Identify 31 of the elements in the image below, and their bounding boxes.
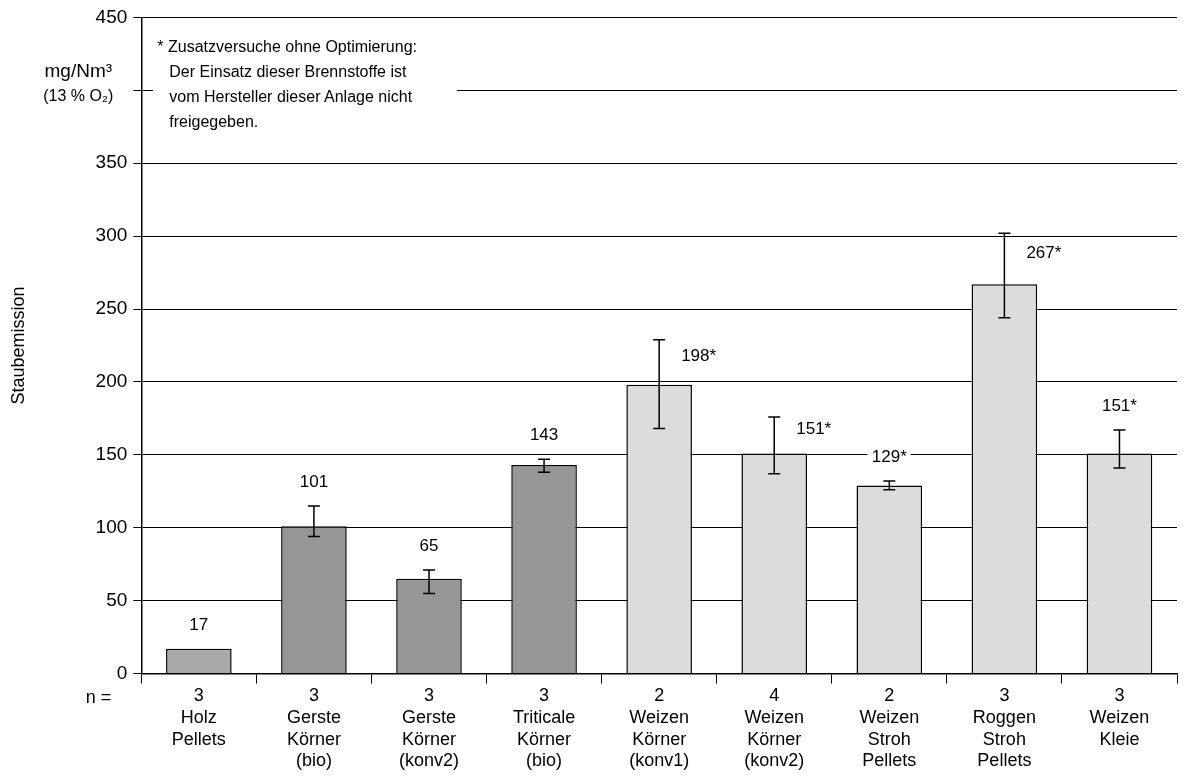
x-tick-label: 3 Roggen Stroh Pellets <box>972 685 1036 771</box>
data-label: 65 <box>415 536 443 557</box>
x-tick-label: 3 Triticale Körner (bio) <box>512 685 576 771</box>
x-tick-label: 3 Gerste Körner (konv2) <box>398 685 460 771</box>
data-label: 267* <box>1022 242 1066 263</box>
x-tick-label: 2 Weizen Stroh Pellets <box>859 685 920 771</box>
y-tick-label: 0 <box>116 661 128 683</box>
data-label: 17 <box>185 614 213 635</box>
y-tick-label: 300 <box>95 224 128 246</box>
y-axis-title: Staubemission <box>7 286 28 405</box>
data-label: 143 <box>525 425 563 446</box>
y-tick-label: 100 <box>95 516 128 538</box>
text: n = <box>85 686 112 707</box>
y-tick-label: 50 <box>106 588 128 610</box>
x-tick-label: 2 Weizen Körner (konv1) <box>629 685 690 771</box>
y-tick-label: 150 <box>95 443 128 465</box>
annotation: * Zusatzversuche ohne Optimierung: Der Einsatz dieser Brennstoffe ist vom Hersteller dieser Anlage nicht freigegeben. <box>157 36 417 132</box>
data-label: 198* <box>677 346 721 367</box>
x-tick-label: 3 Gerste Körner (bio) <box>286 685 341 771</box>
data-label: 129* <box>867 447 911 468</box>
y-tick-label: 450 <box>95 5 128 27</box>
data-label: 101 <box>295 471 333 492</box>
x-tick-label: 4 Weizen Körner (konv2) <box>744 685 805 771</box>
data-label: 151* <box>1097 396 1141 417</box>
y-tick-label: 250 <box>95 297 128 319</box>
data-label: 151* <box>792 419 836 440</box>
text: mg/Nm³ (13 % O₂) <box>42 58 115 107</box>
x-tick-label: 3 Weizen Kleie <box>1089 685 1150 749</box>
y-tick-label: 200 <box>95 370 128 392</box>
x-tick-label: 3 Holz Pellets <box>171 685 226 749</box>
y-tick-label: 350 <box>95 151 128 173</box>
